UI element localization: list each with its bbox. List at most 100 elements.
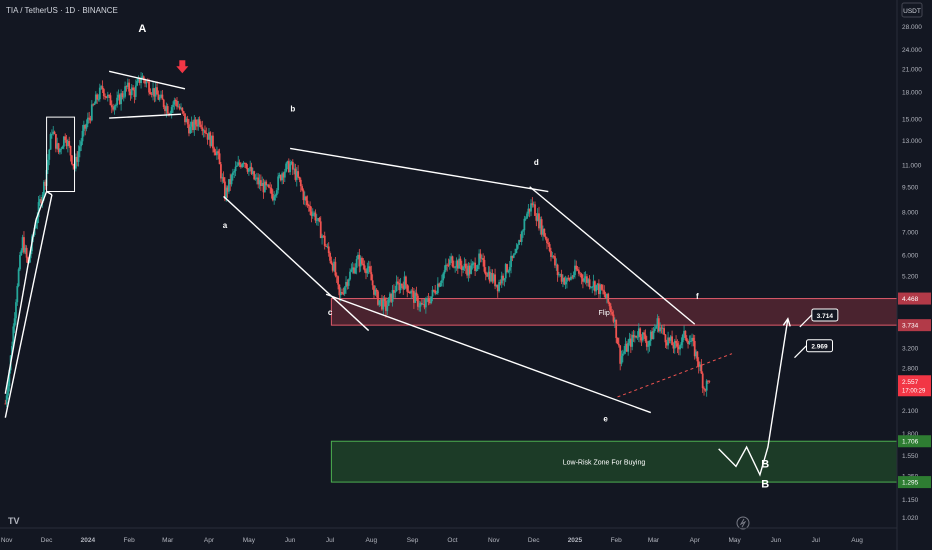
candle-body (20, 250, 23, 255)
candle-body (580, 273, 583, 279)
candle-body (520, 231, 523, 242)
time-label: Sep (407, 537, 419, 544)
candle-body (447, 264, 450, 266)
candle-body (114, 105, 117, 107)
candle-body (117, 94, 120, 98)
candle-body (641, 332, 644, 341)
candle-body (659, 327, 662, 332)
candle-body (696, 351, 699, 362)
candle-body (361, 257, 363, 264)
price-tick: 28.000 (902, 24, 922, 31)
wave-label-b: B (761, 478, 769, 490)
candle-body (649, 331, 652, 341)
projection-arrowhead (782, 317, 791, 327)
candle-body (499, 282, 502, 284)
candle-body (496, 284, 499, 292)
candle-body (307, 205, 310, 207)
price-tick: 6.000 (902, 252, 919, 259)
candle-body (377, 291, 379, 305)
candle-body (96, 94, 99, 100)
candle-body (154, 87, 157, 97)
candle-body (322, 235, 325, 237)
candle-body (192, 121, 194, 131)
price-tick: 8.000 (902, 210, 919, 217)
candle-body (17, 269, 20, 287)
candle-body (450, 256, 453, 260)
currency-box (901, 2, 923, 18)
candle-body (234, 166, 237, 172)
candle-body (251, 171, 254, 174)
candle-body (526, 213, 528, 219)
candle-body (708, 380, 711, 382)
candle-body (655, 326, 658, 329)
candle-body (13, 318, 16, 327)
candle-body (593, 281, 596, 292)
candle-body (173, 100, 176, 105)
time-label: Apr (204, 537, 215, 544)
candle-body (29, 251, 32, 259)
candle-body (603, 290, 606, 295)
candle-body (242, 162, 245, 164)
candle-body (124, 86, 127, 97)
candle-body (397, 281, 399, 284)
candle-body (660, 327, 663, 329)
candle-body (168, 113, 170, 115)
candle-body (239, 164, 242, 168)
candle-body (596, 283, 599, 286)
candle-body (556, 264, 559, 276)
candle-body (97, 99, 100, 100)
candle-body (676, 343, 679, 347)
candle-body (262, 182, 265, 193)
candle-body (39, 199, 41, 203)
candle-body (510, 255, 512, 268)
candle-body (479, 253, 482, 259)
time-label: Dec (528, 537, 540, 544)
candle-body (23, 237, 25, 253)
price-tick: 5.200 (902, 274, 919, 281)
candle-body (246, 168, 249, 172)
candle-body (247, 168, 250, 172)
candle-body (35, 223, 37, 229)
candle-body (303, 196, 306, 201)
candle-body (495, 284, 498, 287)
candle-body (699, 364, 701, 367)
candle-body (76, 156, 79, 162)
price-tick: 1.800 (902, 431, 919, 438)
candle-body (196, 124, 198, 127)
price-tick: 1.150 (902, 497, 919, 504)
candle-body (514, 253, 516, 255)
candle-body (261, 182, 264, 186)
current-price-badge (898, 375, 931, 397)
candle-body (218, 153, 221, 165)
currency-label: USDT (903, 8, 921, 15)
candle-body (562, 277, 564, 282)
candle-body (653, 328, 656, 332)
candle-body (707, 380, 709, 382)
candle-body (669, 336, 672, 341)
candle-body (385, 300, 387, 312)
candle-body (548, 244, 551, 252)
candle-body (214, 152, 217, 156)
candle-body (181, 107, 184, 112)
candle-body (134, 85, 137, 97)
candle-body (62, 136, 65, 147)
candle-body (555, 264, 558, 266)
candle-body (126, 82, 129, 87)
candle-body (216, 151, 218, 156)
candle-body (691, 337, 693, 342)
candle-body (238, 162, 241, 165)
buy-top-badge (898, 435, 931, 448)
candle-body (373, 285, 375, 295)
candle-body (374, 289, 377, 295)
candle-body (313, 212, 315, 214)
candle-body (113, 106, 116, 110)
candle-body (318, 218, 321, 222)
price-tick: 2.800 (902, 365, 919, 372)
candle-body (65, 139, 68, 147)
candle-body (226, 187, 229, 192)
candle-body (64, 136, 67, 140)
candle-body (692, 337, 695, 341)
candle-body (178, 106, 181, 109)
time-label: Mar (162, 537, 174, 544)
candle-body (351, 267, 354, 270)
